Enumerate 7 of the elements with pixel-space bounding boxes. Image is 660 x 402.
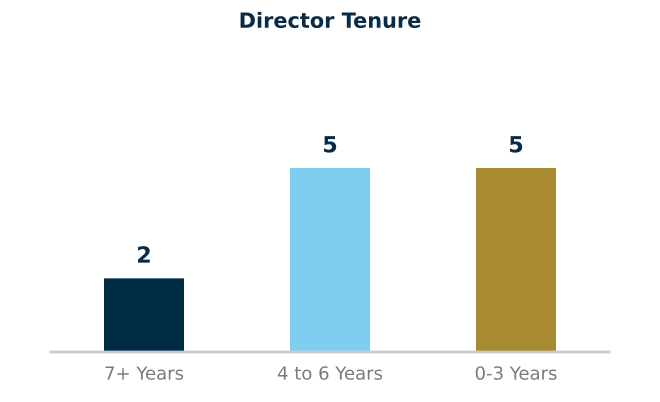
x-tick-label: 4 to 6 Years [278, 366, 382, 380]
x-tick-label: 7+ Years [105, 366, 184, 380]
data-label: 2 [138, 246, 150, 263]
x-tick-label: 0-3 Years [476, 366, 557, 380]
chart-title: Director Tenure [240, 12, 420, 28]
data-label: 5 [324, 136, 336, 153]
data-label: 5 [510, 136, 522, 153]
